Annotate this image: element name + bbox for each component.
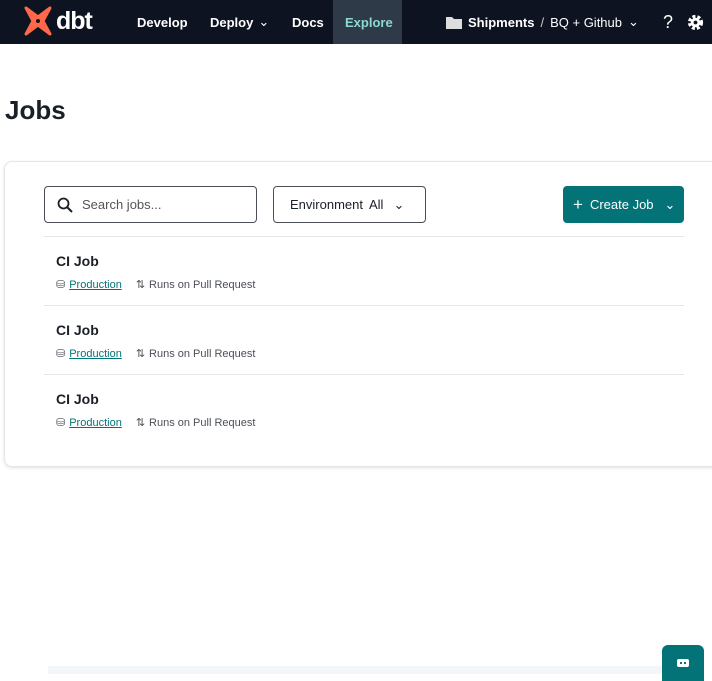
search-icon bbox=[57, 197, 73, 213]
chevron-down-icon: ⌄ bbox=[393, 196, 405, 212]
job-name[interactable]: CI Job bbox=[56, 391, 99, 407]
nav-deploy[interactable]: Deploy ⌄ bbox=[210, 0, 269, 44]
search-input[interactable] bbox=[82, 197, 232, 212]
plus-icon: + bbox=[573, 194, 583, 214]
pull-request-icon: ⇅ bbox=[135, 417, 146, 429]
page-title: Jobs bbox=[5, 95, 66, 125]
create-job-label: Create Job bbox=[589, 197, 654, 212]
chevron-down-icon: ⌄ bbox=[258, 14, 270, 29]
jobs-card bbox=[4, 161, 712, 467]
project-name: Shipments bbox=[468, 14, 535, 30]
env-filter-value: All bbox=[368, 197, 384, 212]
dbt-logo-icon bbox=[24, 6, 52, 36]
job-name[interactable]: CI Job bbox=[56, 253, 99, 269]
gear-icon[interactable] bbox=[686, 0, 705, 44]
footer-fade bbox=[48, 666, 662, 674]
nav-docs[interactable]: Docs bbox=[292, 14, 324, 30]
pull-request-icon: ⇅ bbox=[135, 348, 146, 360]
job-row[interactable]: CI Job ⛁ Production ⇅ Runs on Pull Request bbox=[44, 374, 684, 443]
env-filter-label: Environment bbox=[290, 197, 363, 212]
nav-explore[interactable]: Explore bbox=[333, 0, 402, 44]
job-environment-link[interactable]: Production bbox=[69, 416, 122, 429]
folder-icon bbox=[446, 16, 462, 29]
help-icon[interactable]: ? bbox=[663, 11, 674, 32]
job-trigger: Runs on Pull Request bbox=[149, 278, 256, 291]
bot-icon bbox=[677, 659, 689, 667]
pull-request-icon: ⇅ bbox=[135, 279, 146, 291]
job-environment-link[interactable]: Production bbox=[69, 347, 122, 360]
job-trigger: Runs on Pull Request bbox=[149, 416, 256, 429]
job-row[interactable]: CI Job ⛁ Production ⇅ Runs on Pull Request bbox=[44, 305, 684, 374]
project-selector[interactable]: Shipments / BQ + Github ⌄ bbox=[446, 0, 639, 44]
nav-develop[interactable]: Develop bbox=[137, 14, 188, 30]
nav-deploy-label: Deploy bbox=[210, 14, 254, 30]
environment-name: BQ + Github bbox=[550, 14, 622, 30]
separator: / bbox=[540, 14, 545, 30]
job-environment-link[interactable]: Production bbox=[69, 278, 122, 291]
search-box[interactable] bbox=[44, 186, 257, 223]
chat-button[interactable] bbox=[662, 645, 704, 681]
logo-text: dbt bbox=[56, 6, 93, 35]
dbt-logo[interactable]: dbt bbox=[22, 5, 93, 37]
job-trigger: Runs on Pull Request bbox=[149, 347, 256, 360]
create-job-button[interactable]: + Create Job ⌄ bbox=[563, 186, 684, 223]
chevron-down-icon: ⌄ bbox=[628, 14, 639, 29]
database-icon: ⛁ bbox=[56, 348, 66, 360]
database-icon: ⛁ bbox=[56, 417, 66, 429]
environment-filter[interactable]: Environment All ⌄ bbox=[273, 186, 426, 223]
chevron-down-icon: ⌄ bbox=[664, 196, 676, 212]
top-nav: dbt Develop Deploy ⌄ Docs Explore Shipmen… bbox=[0, 0, 712, 44]
job-row[interactable]: CI Job ⛁ Production ⇅ Runs on Pull Request bbox=[44, 236, 684, 305]
database-icon: ⛁ bbox=[56, 279, 66, 291]
job-name[interactable]: CI Job bbox=[56, 322, 99, 338]
